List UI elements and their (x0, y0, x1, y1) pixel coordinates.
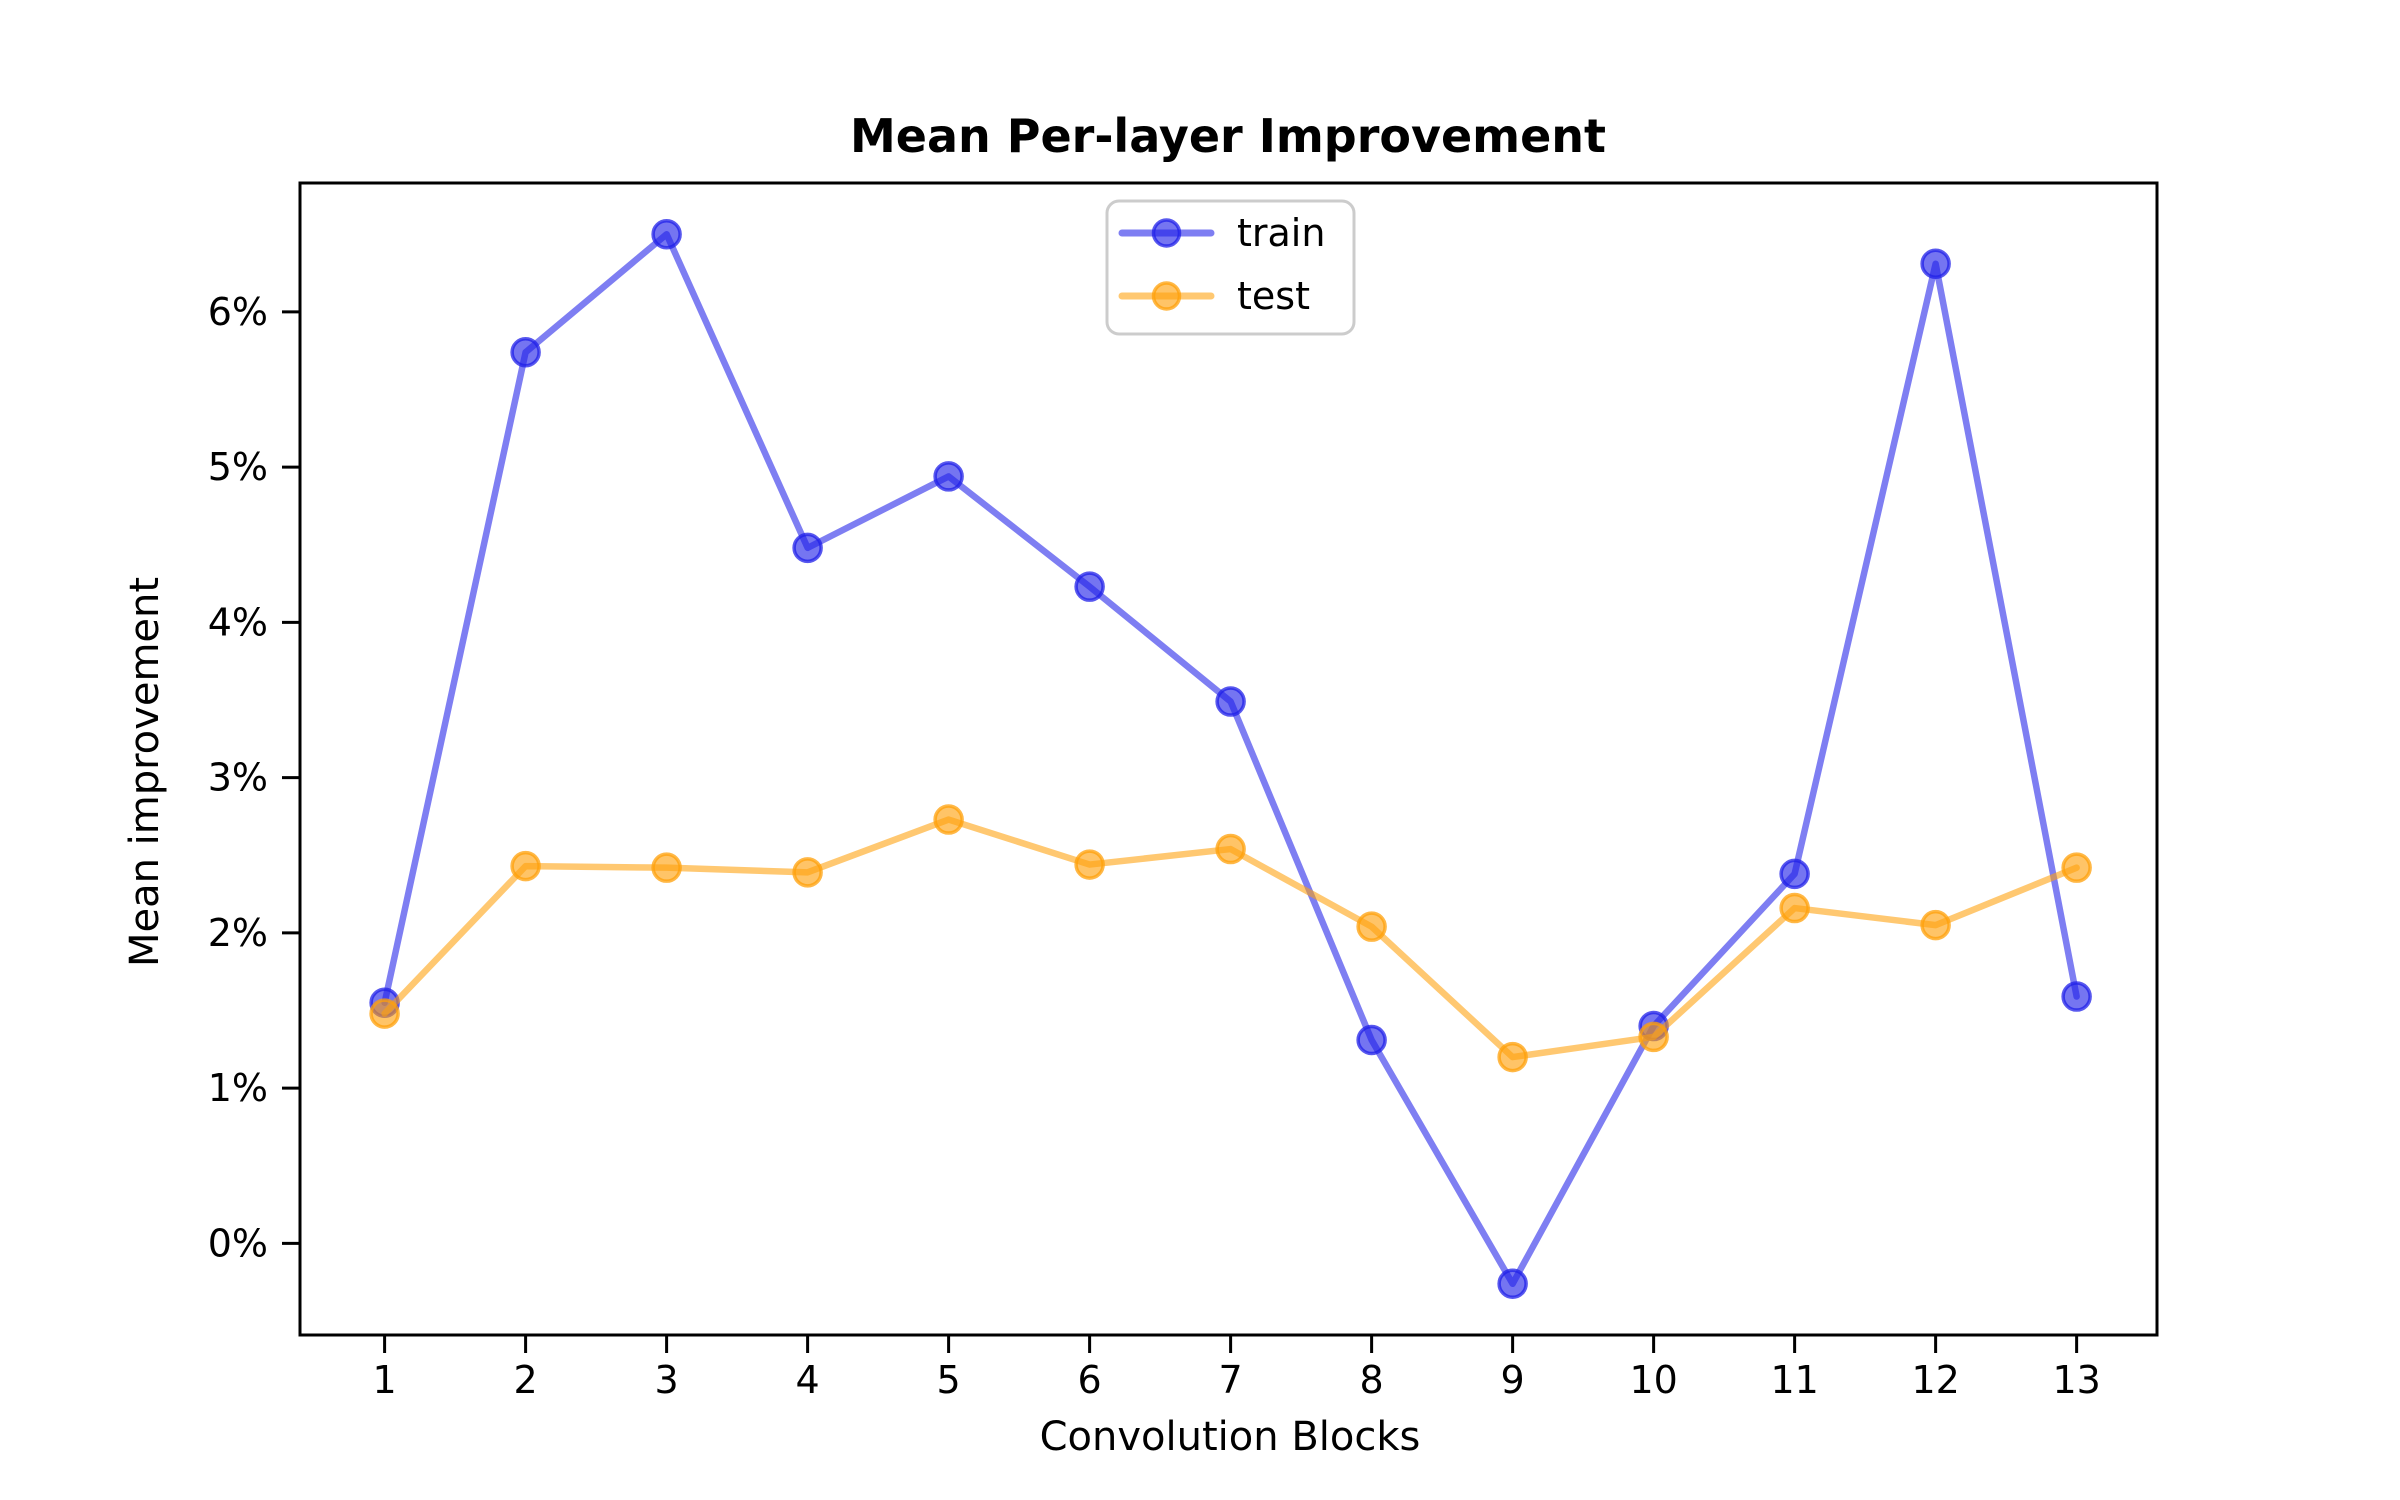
y-tick-label: 0% (208, 1221, 268, 1265)
series-test-marker (2061, 852, 2092, 883)
series-train-marker (1356, 1024, 1387, 1056)
series-test-marker (1779, 892, 1810, 924)
x-tick-label: 2 (514, 1358, 538, 1402)
series-test-marker (1215, 833, 1246, 865)
series-train-marker (1074, 571, 1105, 602)
y-tick-label: 1% (208, 1066, 268, 1110)
legend-label-train: train (1237, 211, 1325, 255)
x-tick-label: 5 (937, 1358, 961, 1402)
series-train-marker (792, 532, 823, 564)
legend-sample-marker-test (1151, 281, 1182, 311)
x-tick-label: 9 (1501, 1358, 1525, 1402)
series-test-marker (1920, 909, 1951, 941)
series-test-marker (1074, 849, 1105, 880)
series-train-marker (651, 218, 682, 250)
series-train (369, 218, 2092, 1300)
series-train-marker (1215, 686, 1246, 717)
legend-sample-marker-train (1151, 218, 1182, 248)
series-test-marker (510, 850, 541, 882)
legend-label-test: test (1237, 274, 1310, 318)
x-tick-label: 1 (373, 1358, 397, 1402)
chart-title: Mean Per-layer Improvement (850, 109, 1606, 163)
series-test (369, 804, 2092, 1073)
series-test-marker (1356, 911, 1387, 942)
x-tick-label: 11 (1770, 1358, 1818, 1402)
series-test-marker (1638, 1021, 1669, 1053)
x-axis-label: Convolution Blocks (1040, 1414, 1421, 1460)
x-tick-label: 7 (1219, 1358, 1243, 1402)
series-test-marker (933, 804, 964, 835)
series-test-marker (792, 857, 823, 888)
y-tick-label: 5% (208, 445, 268, 489)
plot-area: 1 2 3 4 5 6 7 8 9 10 11 12 130%1%2%3%4%5%6% (208, 181, 2159, 1402)
x-tick-label: 12 (1911, 1358, 1959, 1402)
y-tick-label: 6% (208, 290, 268, 334)
series-test-marker (369, 998, 400, 1029)
x-tick-label: 10 (1629, 1358, 1677, 1402)
series-train-marker (510, 336, 541, 368)
plot-frame (298, 181, 2159, 1337)
series-train-marker (933, 461, 964, 492)
series-test-marker (651, 852, 682, 883)
series-train-marker (2061, 981, 2092, 1012)
series-train-marker (1779, 858, 1810, 890)
y-tick-label: 2% (208, 911, 268, 955)
y-axis-label: Mean improvement (122, 577, 168, 967)
x-tick-label: 6 (1078, 1358, 1102, 1402)
x-tick-label: 3 (655, 1358, 679, 1402)
x-tick-label: 4 (796, 1358, 820, 1402)
y-tick-label: 3% (208, 756, 268, 800)
series-train-marker (1497, 1268, 1528, 1300)
series-test-marker (1497, 1041, 1528, 1073)
x-tick-label: 13 (2052, 1358, 2100, 1402)
legend: train test (1105, 199, 1356, 336)
series-train-line (381, 230, 2080, 1288)
series-train-marker (1920, 248, 1951, 279)
x-tick-label: 8 (1360, 1358, 1384, 1402)
y-tick-label: 4% (208, 600, 268, 644)
